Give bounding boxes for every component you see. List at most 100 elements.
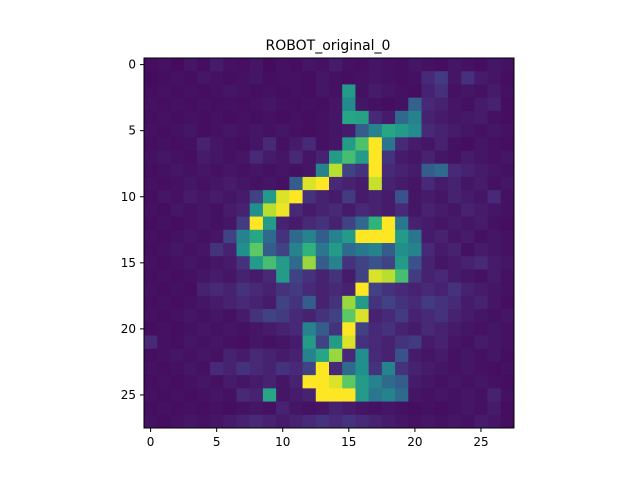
heatmap-cell bbox=[170, 335, 185, 350]
heatmap-cell bbox=[395, 110, 409, 125]
heatmap-cell bbox=[329, 176, 343, 191]
heatmap-cell bbox=[342, 229, 356, 244]
heatmap-cell bbox=[196, 137, 211, 151]
heatmap-cell bbox=[236, 295, 251, 310]
heatmap-cell bbox=[461, 84, 475, 99]
heatmap-cell bbox=[487, 375, 502, 389]
heatmap-cell bbox=[157, 150, 171, 165]
heatmap-cell bbox=[196, 190, 211, 204]
heatmap-cell bbox=[342, 243, 356, 257]
heatmap-cell bbox=[196, 414, 211, 429]
heatmap-cell bbox=[329, 295, 343, 310]
heatmap-cell bbox=[421, 216, 436, 231]
heatmap-cell bbox=[196, 84, 211, 99]
heatmap-cell bbox=[342, 414, 356, 429]
heatmap-cell bbox=[289, 322, 303, 336]
heatmap-cell bbox=[302, 335, 317, 350]
heatmap-cell bbox=[183, 97, 198, 112]
heatmap-cell bbox=[408, 216, 422, 231]
heatmap-cell bbox=[302, 124, 317, 138]
heatmap-cell bbox=[474, 58, 488, 72]
heatmap-cell bbox=[447, 58, 462, 72]
heatmap-cell bbox=[421, 322, 436, 336]
heatmap-cell bbox=[157, 282, 171, 297]
heatmap-cell bbox=[144, 282, 158, 297]
heatmap-cell bbox=[157, 124, 171, 138]
heatmap-cell bbox=[210, 110, 224, 125]
heatmap-cell bbox=[210, 375, 224, 389]
heatmap-cell bbox=[434, 375, 449, 389]
heatmap-cell bbox=[461, 375, 475, 389]
heatmap-cell bbox=[157, 335, 171, 350]
heatmap-cell bbox=[315, 256, 330, 270]
heatmap-cell bbox=[262, 282, 277, 297]
heatmap-cell bbox=[276, 414, 290, 429]
heatmap-cell bbox=[500, 375, 515, 389]
heatmap-cell bbox=[421, 414, 436, 429]
heatmap-cell bbox=[276, 190, 290, 204]
heatmap-cell bbox=[210, 137, 224, 151]
heatmap-cell bbox=[157, 229, 171, 244]
heatmap-cell bbox=[447, 269, 462, 284]
heatmap-cell bbox=[157, 322, 171, 336]
heatmap-cell bbox=[262, 190, 277, 204]
heatmap-cell bbox=[276, 163, 290, 178]
heatmap-cell bbox=[421, 388, 436, 402]
heatmap-cell bbox=[262, 163, 277, 178]
heatmap-cell bbox=[302, 361, 317, 376]
heatmap-cell bbox=[144, 163, 158, 178]
heatmap-cell bbox=[474, 110, 488, 125]
heatmap-cell bbox=[421, 269, 436, 284]
heatmap-cell bbox=[461, 190, 475, 204]
heatmap-cell bbox=[368, 124, 383, 138]
heatmap-cell bbox=[196, 322, 211, 336]
heatmap-cell bbox=[487, 84, 502, 99]
heatmap-cell bbox=[421, 97, 436, 112]
heatmap-cell bbox=[381, 295, 396, 310]
heatmap-cell bbox=[395, 282, 409, 297]
heatmap-cell bbox=[355, 137, 370, 151]
heatmap-cell bbox=[249, 309, 264, 323]
heatmap-cell bbox=[395, 295, 409, 310]
heatmap-cell bbox=[276, 229, 290, 244]
heatmap-cell bbox=[289, 190, 303, 204]
heatmap-cell bbox=[421, 309, 436, 323]
heatmap-cell bbox=[236, 348, 251, 363]
heatmap-cell bbox=[381, 216, 396, 231]
heatmap-cell bbox=[421, 110, 436, 125]
heatmap-cell bbox=[170, 256, 185, 270]
y-tick-label: 20 bbox=[121, 322, 136, 336]
heatmap-cell bbox=[249, 71, 264, 85]
heatmap-cell bbox=[461, 137, 475, 151]
heatmap-cell bbox=[368, 282, 383, 297]
heatmap-cell bbox=[262, 256, 277, 270]
heatmap-cell bbox=[302, 414, 317, 429]
heatmap-cell bbox=[183, 229, 198, 244]
heatmap-cell bbox=[183, 58, 198, 72]
heatmap-cell bbox=[302, 309, 317, 323]
heatmap-cell bbox=[487, 203, 502, 217]
heatmap-cell bbox=[395, 269, 409, 284]
heatmap-cell bbox=[500, 335, 515, 350]
heatmap-cell bbox=[342, 97, 356, 112]
heatmap-cell bbox=[144, 414, 158, 429]
heatmap-cell bbox=[408, 388, 422, 402]
heatmap-cell bbox=[342, 295, 356, 310]
heatmap-cell bbox=[461, 176, 475, 191]
heatmap-cell bbox=[223, 243, 237, 257]
heatmap-cell bbox=[302, 375, 317, 389]
heatmap-cell bbox=[368, 216, 383, 231]
heatmap-cell bbox=[447, 401, 462, 416]
heatmap-cell bbox=[289, 203, 303, 217]
heatmap-cell bbox=[461, 216, 475, 231]
heatmap-cell bbox=[329, 203, 343, 217]
heatmap-cell bbox=[461, 243, 475, 257]
heatmap-cell bbox=[342, 361, 356, 376]
heatmap-cell bbox=[408, 58, 422, 72]
heatmap-cell bbox=[144, 375, 158, 389]
heatmap-cell bbox=[461, 401, 475, 416]
heatmap-cell bbox=[144, 335, 158, 350]
heatmap-cell bbox=[289, 150, 303, 165]
heatmap-cell bbox=[236, 203, 251, 217]
heatmap-cell bbox=[262, 361, 277, 376]
